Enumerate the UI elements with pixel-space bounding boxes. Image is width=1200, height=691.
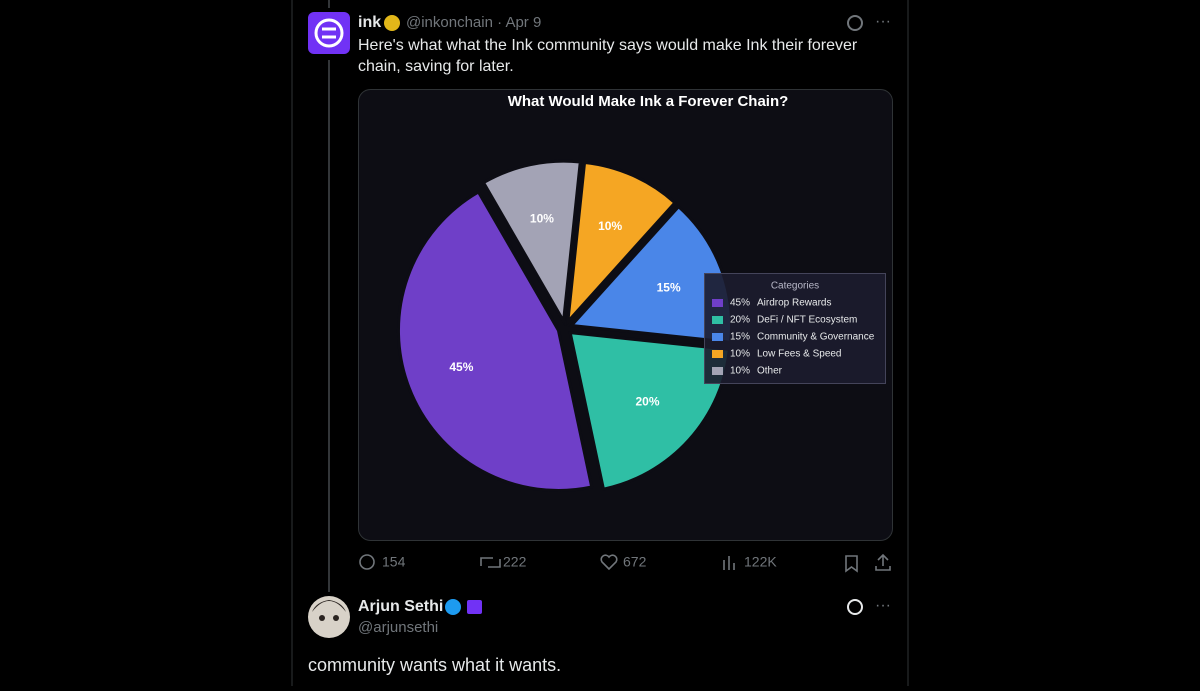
legend-label: Community & Governance [757,332,875,343]
legend-value: 20% [730,315,750,326]
tweet-text: chain, saving for later. [358,58,514,75]
slice-label: 15% [657,280,681,294]
more-icon[interactable]: ··· [875,13,891,30]
reply-count: 154 [382,554,406,570]
slice-label: 10% [530,212,554,226]
verified-badge [445,599,461,615]
pie-slice [481,159,582,326]
chart-title: What Would Make Ink a Forever Chain? [508,93,789,110]
affiliate-badge [467,600,482,614]
pie-slice [565,160,678,327]
repost-button[interactable]: 222 [480,554,527,570]
like-button[interactable]: 672 [600,554,647,571]
legend-swatch [712,299,723,307]
author-name[interactable]: ink [358,14,381,31]
grok-icon[interactable] [847,599,863,615]
bookmark-button[interactable] [845,555,858,573]
reply-author-handle[interactable]: @arjunsethi [358,619,438,636]
repost-count: 222 [503,554,527,570]
pie: 45% 20% 15% 10% 10% [396,159,734,492]
tweet-text: Here's what what the Ink community says … [358,37,858,54]
author-handle[interactable]: @inkonchain · Apr 9 [406,14,541,31]
like-count: 672 [623,554,647,570]
view-count: 122K [744,554,777,570]
reply-button[interactable]: 154 [359,554,406,570]
legend-value: 10% [730,366,750,377]
verified-badge [384,15,400,31]
legend-swatch [712,316,723,324]
slice-label: 10% [598,219,622,233]
legend-value: 15% [730,332,750,343]
legend-swatch [712,367,723,375]
slice-label: 20% [635,394,659,408]
grok-icon[interactable] [847,15,863,31]
legend-title: Categories [771,281,819,292]
legend-swatch [712,333,723,341]
legend-label: Airdrop Rewards [757,298,831,309]
share-button[interactable] [875,553,891,571]
views-button[interactable]: 122K [723,554,777,570]
legend-label: Low Fees & Speed [757,349,842,360]
legend [704,273,886,384]
legend-swatch [712,350,723,358]
reply-text: community wants what it wants. [308,655,561,675]
legend-entries: 45% Airdrop Rewards 20% DeFi / NFT Ecosyste… [712,298,875,377]
avatar[interactable] [308,12,350,54]
legend-label: DeFi / NFT Ecosystem [757,315,857,326]
legend-value: 45% [730,298,750,309]
slice-label: 45% [449,360,473,374]
legend-label: Other [757,366,783,377]
reply-author-name[interactable]: Arjun Sethi [358,598,443,615]
more-icon[interactable]: ··· [875,597,891,614]
legend-value: 10% [730,349,750,360]
reply-avatar[interactable] [308,596,350,638]
pie-slice [396,189,594,492]
